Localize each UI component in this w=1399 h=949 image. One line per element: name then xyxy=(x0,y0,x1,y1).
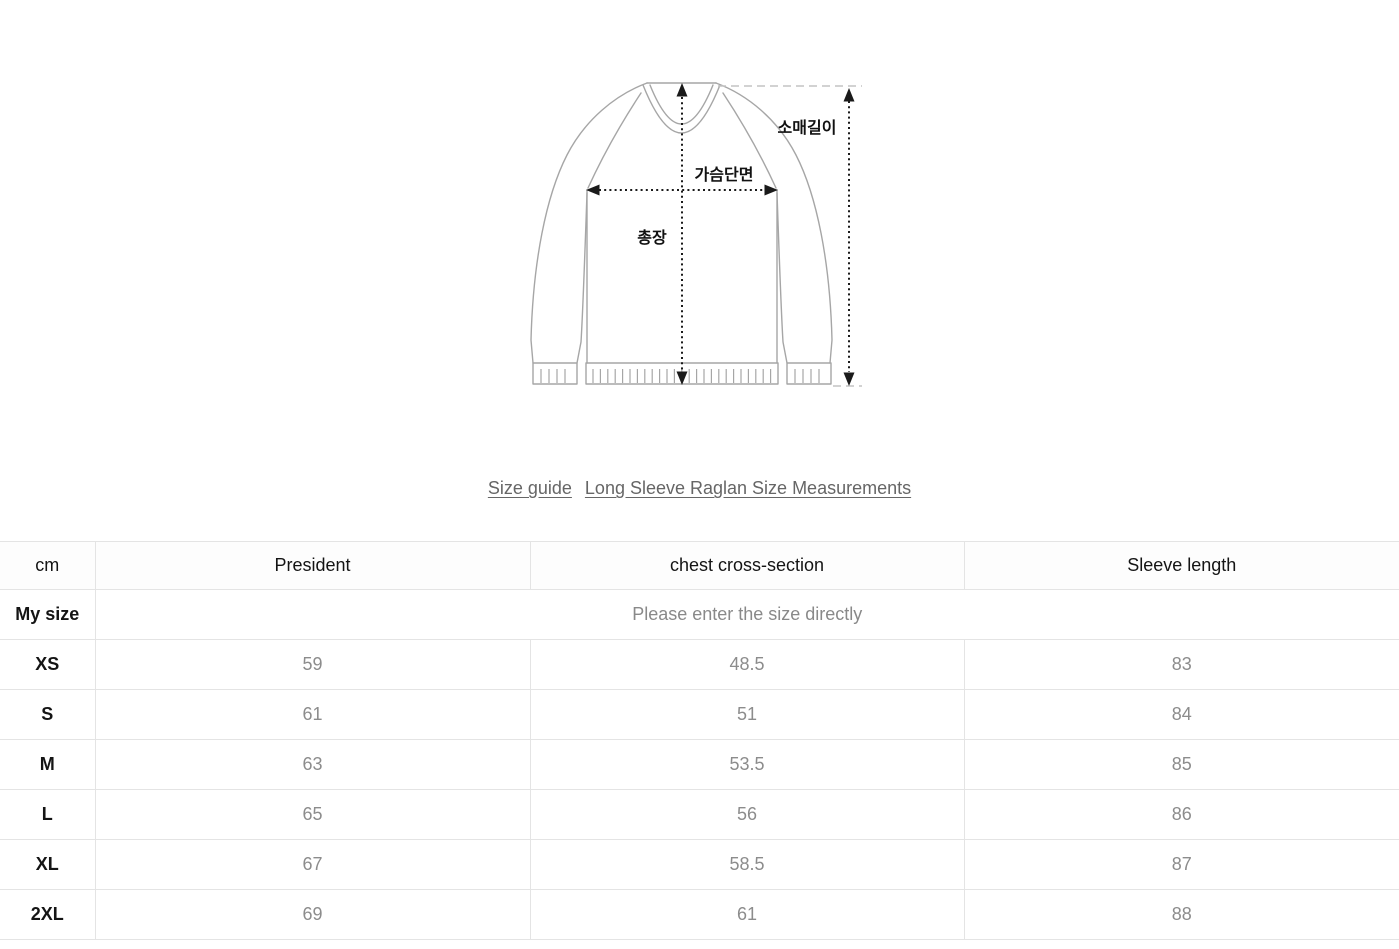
size-diagram-section: 소매길이 가슴단면 총장 xyxy=(0,0,1399,460)
right-cuff-ribs xyxy=(794,369,820,383)
size-value-cell: 67 xyxy=(94,839,530,890)
sleeve-length-label: 소매길이 xyxy=(778,119,837,137)
size-value-cell: 84 xyxy=(963,689,1399,740)
size-label-cell: S xyxy=(0,689,95,740)
sleeve-length-arrow xyxy=(843,88,855,386)
measurements-link[interactable]: Long Sleeve Raglan Size Measurements xyxy=(584,478,912,498)
size-value-cell: 61 xyxy=(94,689,530,740)
left-cuff-ribs xyxy=(540,369,566,383)
size-value-cell: 86 xyxy=(963,789,1399,840)
col-header-president: President xyxy=(94,541,530,590)
chest-arrow xyxy=(586,184,778,196)
size-label-cell: M xyxy=(0,739,95,790)
col-header-chest: chest cross-section xyxy=(529,541,964,590)
table-row-s: S 61 51 84 xyxy=(0,689,1399,740)
size-value-cell: 56 xyxy=(529,789,964,840)
size-value-cell: 58.5 xyxy=(529,839,964,890)
table-row-2xl: 2XL 69 61 88 xyxy=(0,889,1399,940)
size-value-cell: 69 xyxy=(94,889,530,940)
size-label-cell: L xyxy=(0,789,95,840)
my-size-input-cell[interactable]: Please enter the size directly xyxy=(94,589,1399,640)
size-guide-links: Size guide Long Sleeve Raglan Size Measu… xyxy=(0,460,1399,541)
col-header-sleeve: Sleeve length xyxy=(963,541,1399,590)
col-header-cm: cm xyxy=(0,541,95,590)
size-value-cell: 83 xyxy=(963,639,1399,690)
size-label-cell: XS xyxy=(0,639,95,690)
size-value-cell: 48.5 xyxy=(529,639,964,690)
table-row-m: M 63 53.5 85 xyxy=(0,739,1399,790)
size-value-cell: 85 xyxy=(963,739,1399,790)
size-guide-link[interactable]: Size guide xyxy=(487,478,572,498)
size-value-cell: 65 xyxy=(94,789,530,840)
sweater-outline xyxy=(530,82,833,385)
table-row-xs: XS 59 48.5 83 xyxy=(0,639,1399,690)
size-value-cell: 53.5 xyxy=(529,739,964,790)
size-value-cell: 63 xyxy=(94,739,530,790)
sweater-measurement-diagram: 소매길이 가슴단면 총장 xyxy=(530,82,862,387)
table-row-xl: XL 67 58.5 87 xyxy=(0,839,1399,890)
table-row-l: L 65 56 86 xyxy=(0,789,1399,840)
size-value-cell: 87 xyxy=(963,839,1399,890)
size-label-cell: XL xyxy=(0,839,95,890)
size-value-cell: 61 xyxy=(529,889,964,940)
my-size-row: My size Please enter the size directly xyxy=(0,589,1399,640)
size-label-cell: 2XL xyxy=(0,889,95,940)
size-value-cell: 88 xyxy=(963,889,1399,940)
size-value-cell: 51 xyxy=(529,689,964,740)
my-size-label: My size xyxy=(0,589,95,640)
size-value-cell: 59 xyxy=(94,639,530,690)
chest-label: 가슴단면 xyxy=(695,166,754,184)
total-length-label: 총장 xyxy=(637,229,667,247)
size-table-header-row: cm President chest cross-section Sleeve … xyxy=(0,541,1399,590)
dashed-guide-lines xyxy=(718,85,862,387)
size-table: cm President chest cross-section Sleeve … xyxy=(0,541,1399,940)
total-length-arrow xyxy=(676,83,688,385)
hem-ribs xyxy=(592,369,772,383)
